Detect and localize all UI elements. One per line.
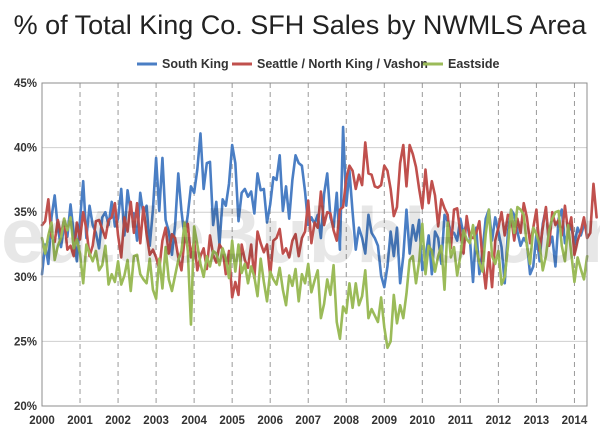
y-tick-label: 25% [14,336,37,348]
x-tick-label: 2003 [143,415,169,427]
legend-label: Eastside [448,57,499,71]
plot-area: 20% 25% 30% 35% 40% 45% 2000 2001 2002 2003 2004 20… [14,78,598,427]
x-tick-label: 2014 [562,415,588,427]
y-tick-label: 35% [14,207,37,219]
x-tick-label: 2000 [29,415,55,427]
x-tick-label: 2004 [181,415,207,427]
x-tick-label: 2005 [219,415,245,427]
legend: South King Seattle / North King / Vashon E… [137,57,499,71]
y-tick-label: 40% [14,143,37,155]
x-tick-label: 2007 [295,415,321,427]
legend-label: South King [162,57,229,71]
x-tick-label: 2011 [448,415,474,427]
x-tick-label: 2012 [486,415,512,427]
x-tick-label: 2002 [105,415,131,427]
x-tick-label: 2010 [410,415,436,427]
x-tick-label: 2009 [371,415,397,427]
legend-label: Seattle / North King / Vashon [257,57,428,71]
y-tick-label: 45% [14,78,37,90]
series-line-3 [40,205,589,350]
x-tick-label: 2013 [524,415,550,427]
x-tick-label: 2001 [67,415,93,427]
chart-title: % of Total King Co. SFH Sales by NWMLS A… [14,10,588,40]
x-tick-label: 2006 [257,415,283,427]
x-tick-label: 2008 [333,415,359,427]
y-tick-label: 20% [14,401,37,413]
y-tick-label: 30% [14,272,37,284]
plot-frame [41,82,588,407]
series-line-2 [40,141,598,299]
watermark: SeattleBubble.com [0,191,600,279]
